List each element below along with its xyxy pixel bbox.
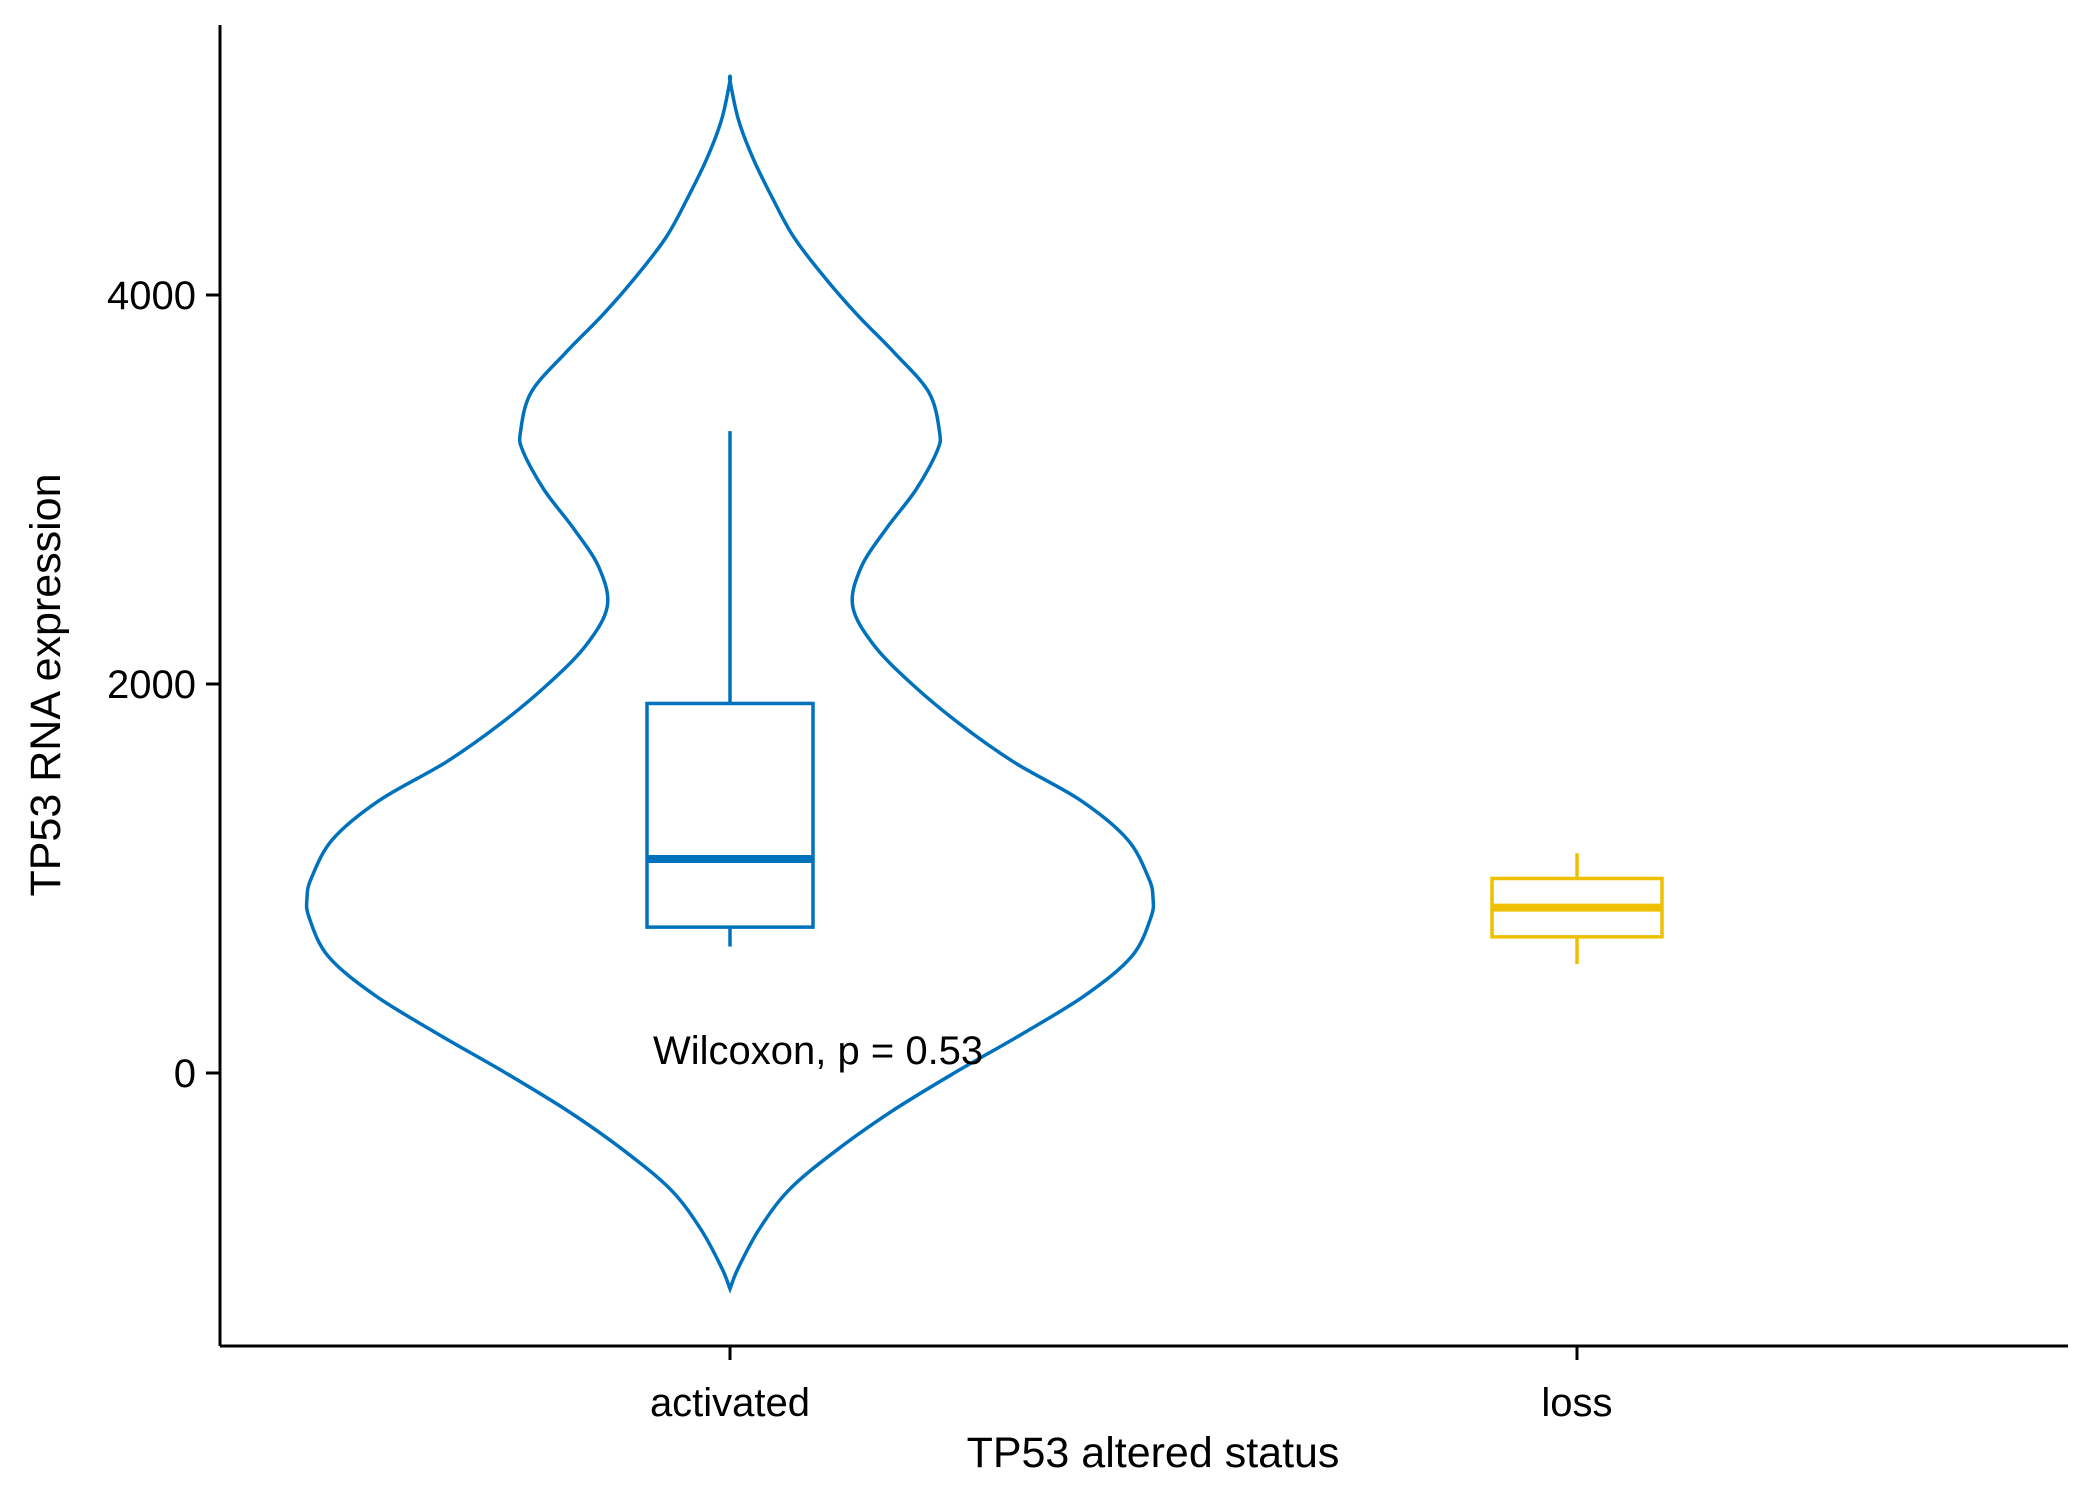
plot-area xyxy=(304,74,1664,1294)
box-activated xyxy=(645,701,815,929)
x-tick-label-loss: loss xyxy=(1541,1381,1612,1425)
y-axis-title: TP53 RNA expression xyxy=(22,473,70,896)
violin-activated xyxy=(304,74,1156,1294)
y-tick-label: 0 xyxy=(174,1052,196,1096)
axes xyxy=(218,25,2068,1348)
y-tick-label: 2000 xyxy=(107,663,196,707)
y-tick-label: 4000 xyxy=(107,274,196,318)
x-tick-label-activated: activated xyxy=(650,1381,810,1425)
wilcoxon-annotation: Wilcoxon, p = 0.53 xyxy=(653,1029,983,1073)
ticks: 0 2000 4000 activated loss xyxy=(107,274,1613,1425)
x-axis-title: TP53 altered status xyxy=(967,1429,1340,1477)
